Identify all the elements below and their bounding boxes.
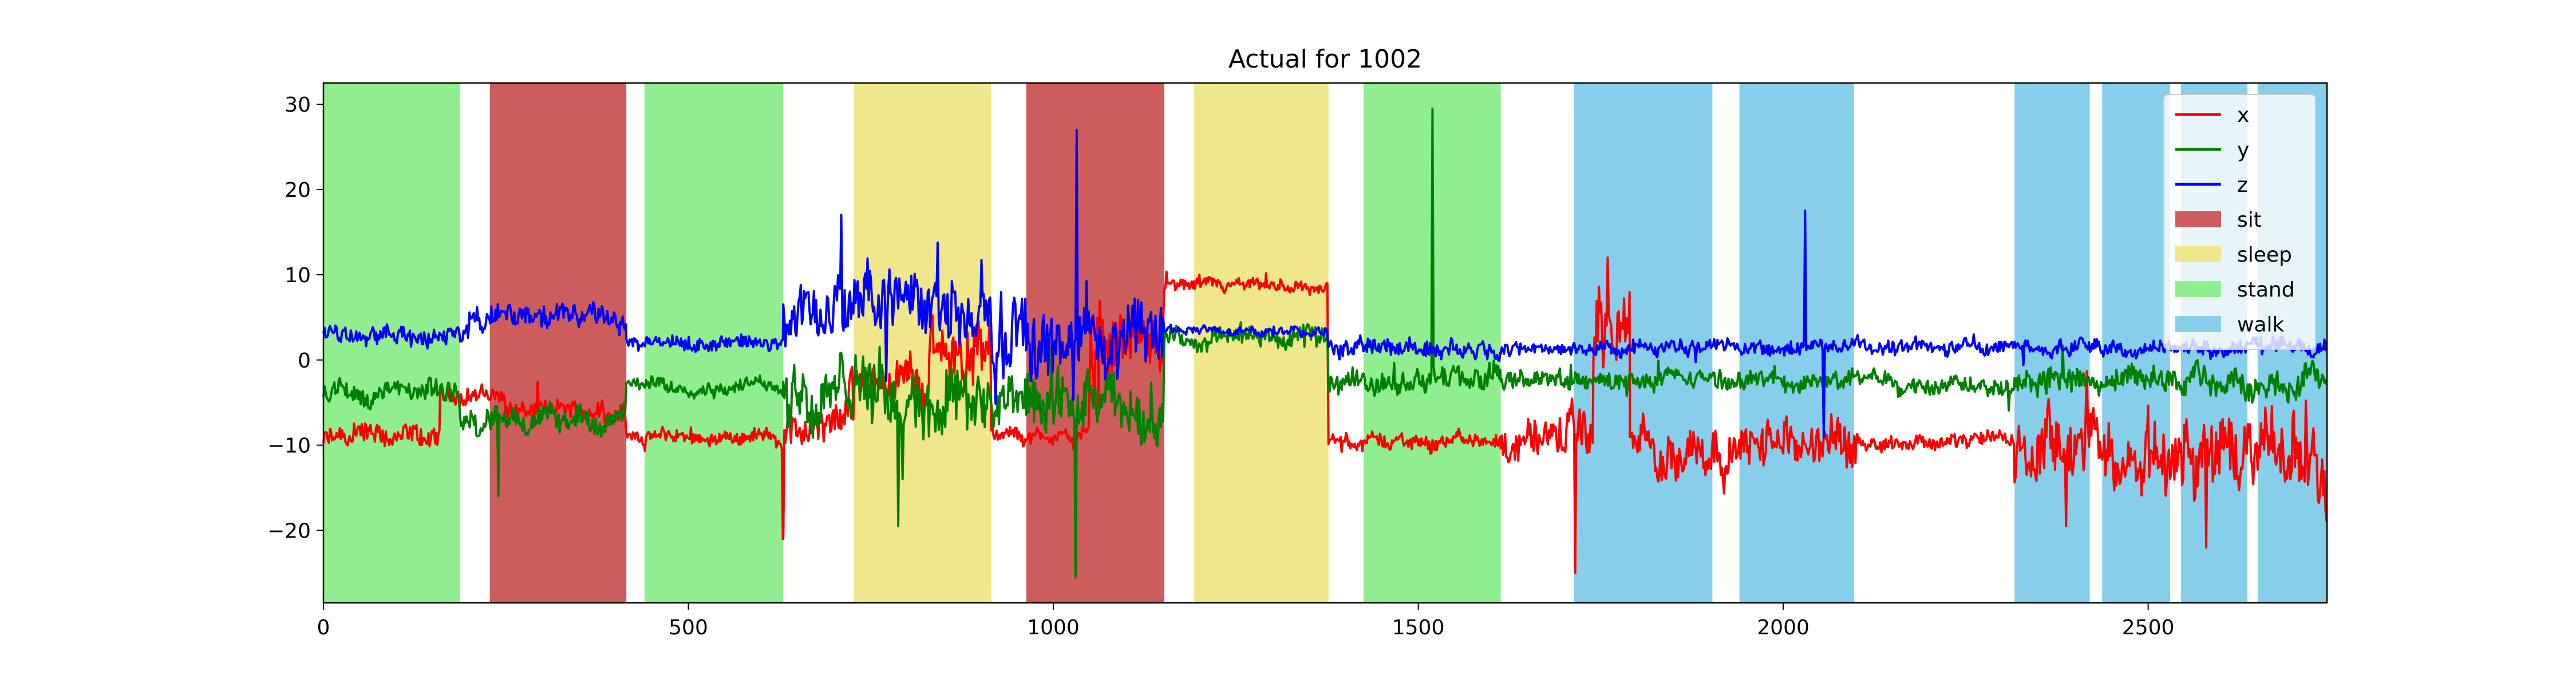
- legend-label-x: x: [2237, 104, 2249, 127]
- span-stand-0: [323, 83, 460, 603]
- legend-swatch-sleep: [2175, 246, 2221, 262]
- plot-frame: [322, 82, 2328, 604]
- chart-title: Actual for 1002: [1228, 45, 1422, 74]
- legend-label-sleep: sleep: [2237, 243, 2292, 267]
- legend-label-z: z: [2237, 173, 2248, 197]
- series-line-z: [322, 128, 2328, 438]
- series-line-y: [322, 107, 2328, 579]
- y-tick-label-10: 10: [285, 264, 311, 287]
- x-tick-label-2000: 2000: [1757, 616, 1809, 639]
- legend-swatch-walk: [2175, 316, 2221, 332]
- series-line-x: [322, 256, 2328, 574]
- x-tick-label-2500: 2500: [2122, 616, 2175, 639]
- y-tick-label-30: 30: [285, 93, 311, 117]
- x-axis: 0 500 1000 1500 2000 2500: [317, 603, 2175, 639]
- span-sleep-3: [854, 83, 991, 603]
- legend-swatch-sit: [2175, 211, 2221, 227]
- y-tick-label--20: −20: [267, 519, 311, 543]
- x-tick-label-500: 500: [669, 616, 708, 639]
- legend-label-sit: sit: [2237, 208, 2262, 232]
- y-tick-label--10: −10: [267, 435, 311, 458]
- series-lines: [322, 107, 2328, 579]
- legend-swatch-stand: [2175, 281, 2221, 297]
- x-tick-label-0: 0: [317, 616, 330, 639]
- span-sit-1: [489, 83, 627, 603]
- y-tick-label-0: 0: [298, 349, 311, 373]
- y-axis: −20 −10 0 10 20 30: [267, 93, 323, 543]
- legend-label-stand: stand: [2237, 278, 2295, 302]
- y-tick-label-20: 20: [285, 179, 311, 202]
- legend: xyz sit sleep stand walk: [2163, 94, 2316, 350]
- x-tick-label-1000: 1000: [1027, 616, 1080, 639]
- legend-label-walk: walk: [2237, 313, 2285, 337]
- legend-label-y: y: [2237, 139, 2249, 162]
- x-tick-label-1500: 1500: [1392, 616, 1445, 639]
